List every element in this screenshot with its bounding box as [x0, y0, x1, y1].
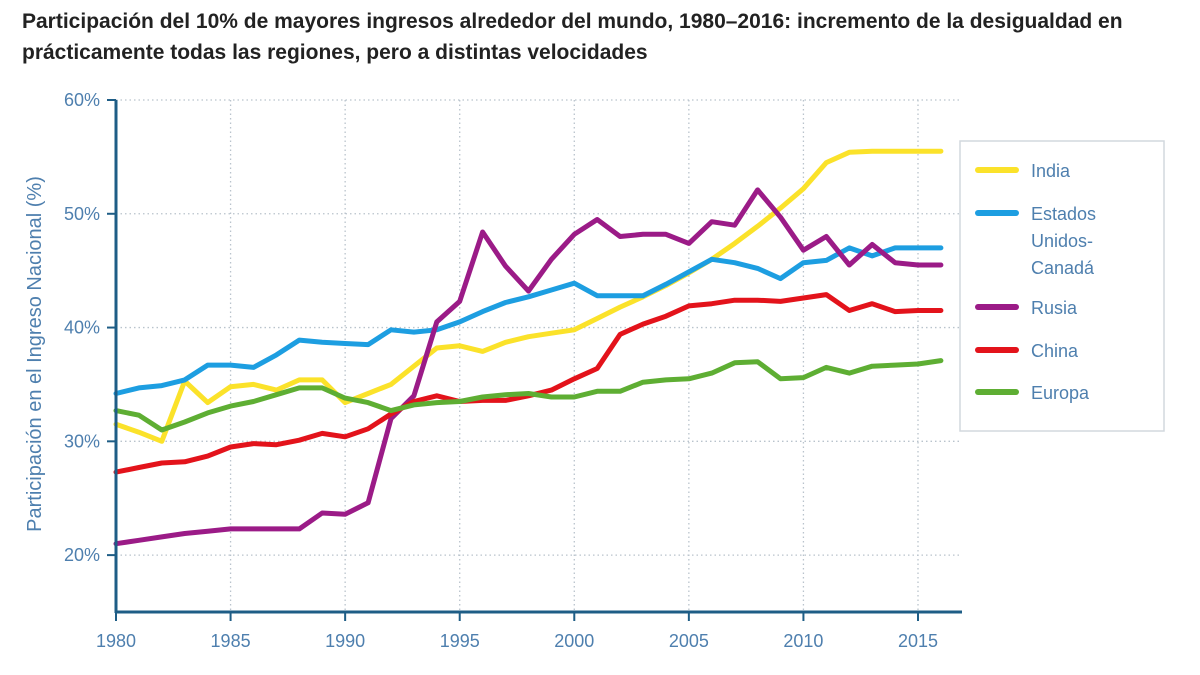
legend: India Estados Unidos-Canadá Rusia China Europ…	[959, 140, 1165, 432]
y-tick-label-30: 30%	[64, 431, 100, 451]
chart-title: Participación del 10% de mayores ingreso…	[22, 10, 1123, 64]
legend-box	[959, 140, 1165, 432]
y-tick-label-20: 20%	[64, 545, 100, 565]
grid-lines	[116, 99, 962, 612]
x-tick-label-1990: 1990	[325, 631, 365, 651]
y-tick-label-60: 60%	[64, 90, 100, 110]
series-line-estados-unidos-canada	[113, 245, 944, 396]
legend-label-estados-unidos-canada: Estados Unidos-Canadá	[1031, 204, 1096, 278]
y-tick-label-40: 40%	[64, 318, 100, 338]
axes	[114, 100, 962, 614]
x-tick-label-1980: 1980	[96, 631, 136, 651]
y-tick-labels: 20% 30% 40% 50% 60%	[64, 90, 116, 565]
x-tick-labels: 1980 1985 1990 1995 2000 2005 2010 2015	[96, 612, 938, 651]
series-line-europa	[113, 358, 944, 433]
legend-label-india: India	[1031, 161, 1071, 181]
series-line-india	[113, 148, 944, 444]
y-tick-label-50: 50%	[64, 204, 100, 224]
x-tick-label-1995: 1995	[440, 631, 480, 651]
series-lines	[113, 148, 944, 547]
legend-label-china: China	[1031, 341, 1079, 361]
x-tick-label-1985: 1985	[211, 631, 251, 651]
x-tick-label-2010: 2010	[783, 631, 823, 651]
y-axis-label: Participación en el Ingreso Nacional (%)	[24, 176, 46, 532]
series-line-rusia	[113, 187, 944, 547]
x-tick-label-2015: 2015	[898, 631, 938, 651]
x-tick-label-2005: 2005	[669, 631, 709, 651]
x-tick-label-2000: 2000	[554, 631, 594, 651]
legend-label-rusia: Rusia	[1031, 298, 1078, 318]
legend-label-europa: Europa	[1031, 383, 1090, 403]
